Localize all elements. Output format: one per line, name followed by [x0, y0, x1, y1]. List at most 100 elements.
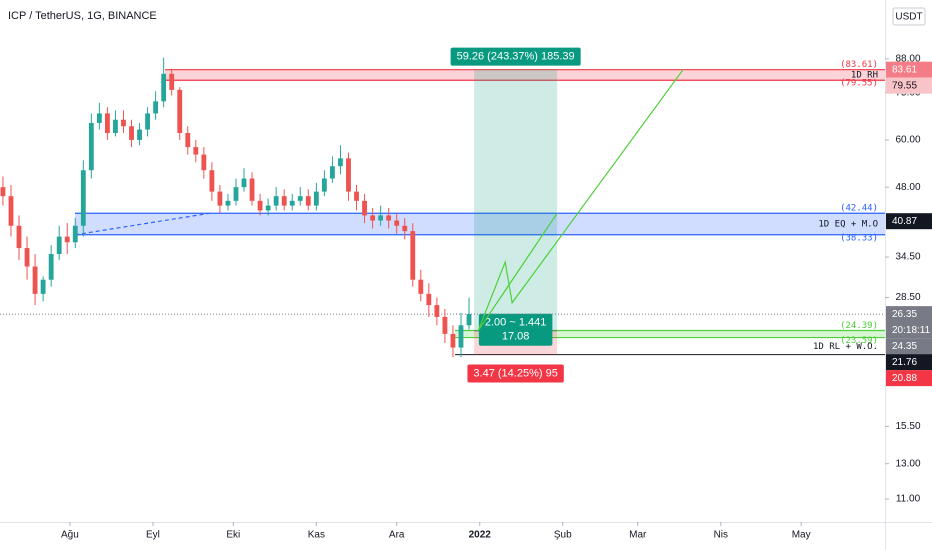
- candle-body: [161, 73, 167, 102]
- candle-body: [281, 196, 287, 206]
- candle-body: [24, 248, 30, 267]
- candle-body: [96, 113, 102, 123]
- position-ratio-box: [478, 313, 553, 346]
- candle-body: [249, 178, 255, 201]
- candle-body: [450, 333, 456, 348]
- currency-box[interactable]: [892, 7, 926, 26]
- candle-body: [394, 220, 400, 226]
- position-target-label: 59.26 (243.37%) 185.39: [457, 51, 575, 63]
- candle-body: [233, 187, 239, 201]
- candle-body: [410, 231, 416, 280]
- candle-body: [338, 158, 343, 167]
- chart-title: ICP / TetherUS, 1G, BINANCE: [8, 10, 157, 22]
- candle-body: [0, 187, 6, 197]
- candle-body: [153, 101, 159, 114]
- candle-body: [48, 254, 54, 280]
- x-tick-label: Kas: [308, 530, 325, 541]
- zone-top-label: (83.61): [840, 60, 878, 70]
- price-label: 20.88: [892, 373, 917, 384]
- candle-body: [418, 279, 424, 294]
- candle-body: [289, 200, 295, 206]
- candle-body: [145, 113, 150, 130]
- zone: [75, 213, 885, 235]
- x-tick-label: Ağu: [61, 530, 79, 541]
- candle-body: [80, 170, 86, 226]
- x-tick-label: 2022: [469, 530, 492, 541]
- y-tick-label: 88.00: [895, 53, 920, 64]
- candle-body: [434, 305, 440, 317]
- zone-bottom-label: (38.33): [840, 233, 878, 243]
- zone-name: 1D RH: [851, 70, 878, 80]
- trendline: [74, 212, 211, 236]
- x-tick-label: Eyl: [146, 530, 160, 541]
- y-tick-label: 13.00: [895, 458, 920, 469]
- candle-body: [305, 196, 311, 206]
- price-label-box: [886, 77, 932, 94]
- price-label: 79.55: [892, 80, 917, 91]
- candle-body: [16, 225, 22, 249]
- x-tick-label: May: [792, 530, 811, 541]
- zone: [165, 69, 885, 81]
- candle-body: [354, 191, 359, 201]
- price-label-box: [886, 338, 932, 355]
- currency[interactable]: USDT: [895, 12, 922, 23]
- candle-body: [201, 154, 207, 171]
- candle-body: [113, 119, 118, 133]
- price-label-box: [886, 370, 932, 387]
- candle-body: [313, 191, 319, 206]
- price-label: 24.35: [892, 341, 917, 352]
- price-label: 40.87: [892, 216, 917, 227]
- candle-body: [8, 196, 14, 226]
- candle-body: [386, 215, 392, 221]
- projection-line: [477, 69, 684, 332]
- price-label-box: [886, 61, 932, 78]
- zone-top-label: (42.44): [840, 204, 878, 214]
- price-label: 21.76: [892, 357, 917, 368]
- price-label-box: [886, 306, 932, 339]
- x-tick-label: Ara: [389, 530, 405, 541]
- candle-body: [297, 196, 303, 201]
- candle-body: [330, 166, 335, 179]
- candle-body: [40, 279, 46, 294]
- y-tick-label: 34.50: [895, 252, 920, 263]
- candle-body: [209, 170, 215, 192]
- candle-body: [72, 225, 78, 243]
- candle-body: [458, 325, 464, 348]
- projection-line: [477, 212, 558, 332]
- candle-body: [321, 178, 327, 192]
- position-stop-box: [467, 364, 564, 383]
- zone-name: 1D EQ + M.O: [818, 220, 878, 230]
- position-target-box: [450, 47, 581, 66]
- y-tick-label: 48.00: [895, 182, 920, 193]
- position-stop-label: 3.47 (14.25%) 95: [473, 368, 557, 380]
- x-tick-label: Mar: [629, 530, 647, 541]
- candle-body: [64, 236, 70, 243]
- price-label: 26.35: [892, 309, 917, 320]
- position-ratio-label: 2.00 ~ 1.441: [485, 317, 546, 329]
- price-label-box: [886, 213, 932, 230]
- candle-body: [217, 191, 223, 206]
- candle-body: [88, 122, 94, 171]
- candle-body: [177, 89, 183, 133]
- candle-body: [378, 215, 384, 221]
- candle-body: [121, 119, 126, 127]
- candle-body: [402, 225, 408, 232]
- zone-bottom-label: (23.59): [840, 336, 878, 346]
- x-tick-label: Nis: [714, 530, 728, 541]
- candle-body: [273, 196, 279, 206]
- candle-body: [257, 200, 263, 211]
- zone-bottom-label: (79.55): [840, 79, 878, 89]
- candle-body: [442, 316, 448, 334]
- candle-body: [137, 129, 142, 140]
- position-qty-label: 17.08: [502, 331, 530, 343]
- candle-body: [241, 178, 247, 188]
- candle-body: [129, 126, 134, 140]
- countdown: 20:18:11: [892, 325, 931, 336]
- y-tick-label: 15.50: [895, 421, 920, 432]
- candle-body: [426, 293, 432, 306]
- candle-body: [466, 314, 472, 326]
- y-tick-label: 28.50: [895, 292, 920, 303]
- position-profit: [474, 69, 558, 331]
- zone: [455, 330, 885, 338]
